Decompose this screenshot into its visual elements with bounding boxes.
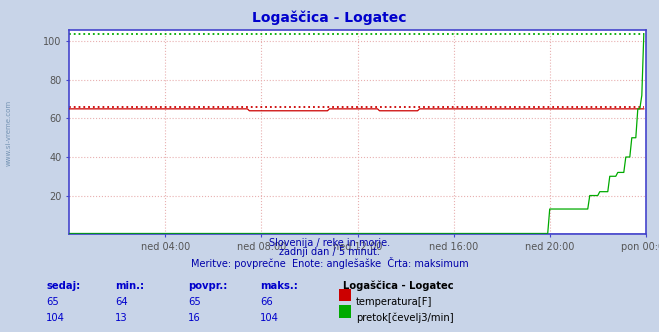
Text: 65: 65 [46, 297, 59, 307]
Text: Meritve: povprečne  Enote: anglešaške  Črta: maksimum: Meritve: povprečne Enote: anglešaške Črt… [190, 257, 469, 269]
Text: 13: 13 [115, 313, 128, 323]
Text: 16: 16 [188, 313, 200, 323]
Text: Slovenija / reke in morje.: Slovenija / reke in morje. [269, 238, 390, 248]
Text: www.si-vreme.com: www.si-vreme.com [5, 100, 12, 166]
Text: zadnji dan / 5 minut.: zadnji dan / 5 minut. [279, 247, 380, 257]
Text: pretok[čevelj3/min]: pretok[čevelj3/min] [356, 313, 453, 323]
Text: Logaščica - Logatec: Logaščica - Logatec [252, 11, 407, 25]
Text: povpr.:: povpr.: [188, 281, 227, 290]
Text: sedaj:: sedaj: [46, 281, 80, 290]
Text: 104: 104 [260, 313, 279, 323]
Text: 64: 64 [115, 297, 128, 307]
Text: min.:: min.: [115, 281, 144, 290]
Text: 66: 66 [260, 297, 273, 307]
Text: 65: 65 [188, 297, 200, 307]
Text: maks.:: maks.: [260, 281, 298, 290]
Text: 104: 104 [46, 313, 65, 323]
Text: Logaščica - Logatec: Logaščica - Logatec [343, 281, 453, 291]
Text: temperatura[F]: temperatura[F] [356, 297, 432, 307]
